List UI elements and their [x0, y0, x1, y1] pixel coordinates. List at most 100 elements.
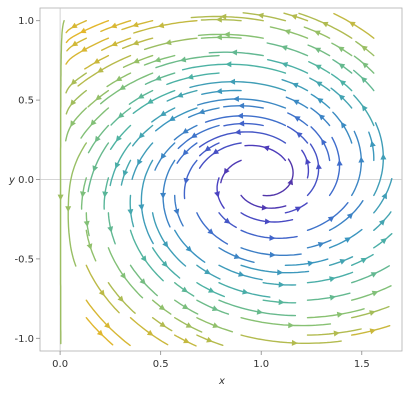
- streamline-arrow-154: [212, 148, 220, 155]
- streamline-arrow-144: [237, 112, 244, 119]
- streamline-85: [267, 59, 309, 74]
- y-tick-label: 0.0: [18, 175, 34, 186]
- streamline-148: [240, 229, 298, 240]
- streamline-arrow-101: [176, 92, 184, 98]
- streamline-arrow-82: [140, 255, 147, 262]
- streamline-arrow-57: [182, 303, 189, 310]
- streamline-arrow-7: [80, 46, 88, 52]
- y-tick-label: 0.5: [18, 96, 34, 107]
- streamline-162: [262, 158, 294, 197]
- streamline-arrow-76: [181, 286, 188, 293]
- streamline-arrow-45: [337, 46, 345, 53]
- streamline-arrow-4: [71, 40, 79, 47]
- x-tick-label: 0.5: [153, 359, 169, 370]
- streamline-arrow-123: [340, 121, 347, 129]
- streamline-arrow-79: [278, 299, 285, 306]
- streamline-arrow-56: [120, 272, 126, 280]
- streamline-8: [85, 299, 131, 347]
- streamline-arrow-136: [173, 208, 180, 216]
- streamline-arrow-58: [80, 191, 86, 198]
- x-tick-label: 1.0: [253, 359, 269, 370]
- streamline-arrow-67: [154, 75, 162, 81]
- streamline-arrow-107: [292, 82, 299, 89]
- streamline-arrow-33: [70, 120, 76, 127]
- streamline-arrow-115: [215, 88, 223, 95]
- streamline-arrow-161: [261, 204, 268, 211]
- streamline-29: [190, 15, 264, 22]
- streamline-arrow-141: [182, 149, 189, 156]
- streamline-140: [306, 202, 349, 231]
- streamline-arrow-75: [231, 49, 238, 56]
- streamline-arrow-2: [70, 22, 78, 29]
- streamline-arrow-151: [223, 217, 231, 224]
- streamline-113: [189, 81, 287, 92]
- streamline-arrow-106: [159, 110, 167, 117]
- streamline-63: [196, 299, 230, 315]
- streamline-arrow-130: [346, 212, 354, 220]
- streamline-arrow-30: [321, 21, 329, 28]
- streamline-arrow-103: [138, 132, 145, 139]
- streamline-arrow-65: [179, 56, 187, 63]
- streamline-13: [129, 317, 169, 346]
- streamline-arrow-72: [117, 112, 125, 119]
- streamline-3: [65, 20, 110, 44]
- streamline-arrow-20: [206, 336, 213, 343]
- streamline-arrow-25: [257, 12, 264, 19]
- streamline-arrow-5: [96, 329, 104, 337]
- y-axis-label: y: [8, 175, 16, 186]
- streamline-arrow-127: [160, 152, 167, 160]
- streamline-arrow-17: [157, 22, 165, 29]
- streamline-arrow-96: [127, 209, 134, 216]
- streamline-arrow-35: [361, 45, 368, 52]
- streamline-arrow-60: [314, 47, 322, 54]
- streamline-arrow-113: [229, 78, 236, 85]
- streamline-16: [333, 12, 375, 39]
- streamline-arrow-104: [338, 94, 346, 101]
- streamline-arrow-148: [269, 234, 276, 241]
- streamline-arrow-116: [316, 97, 324, 104]
- streamline-arrow-100: [378, 219, 386, 226]
- streamline-arrow-51: [223, 31, 230, 38]
- streamline-19: [65, 89, 87, 115]
- streamline-arrow-27: [215, 16, 222, 23]
- streamline-arrow-84: [339, 80, 347, 87]
- streamline-arrow-160: [223, 167, 230, 175]
- streamline-119: [155, 107, 198, 132]
- streamline-arrow-38: [165, 39, 172, 46]
- streamline-arrow-109: [137, 158, 143, 166]
- streamline-56: [107, 247, 144, 299]
- streamline-arrow-132: [232, 95, 239, 102]
- streamline-94: [181, 63, 287, 74]
- streamline-arrow-108: [381, 192, 387, 200]
- streamline-arrow-145: [336, 159, 343, 166]
- streamline-arrow-3: [79, 27, 87, 34]
- streamline-arrow-61: [139, 278, 146, 285]
- x-tick-label: 1.5: [354, 359, 370, 370]
- x-axis-ticks: 0.0 0.5 1.0 1.5: [52, 351, 370, 370]
- streamline-arrow-6: [110, 22, 118, 29]
- streamline-154: [198, 142, 242, 169]
- streamline-arrow-85: [281, 62, 289, 68]
- y-axis-ticks: -1.0 -0.5 0.0 0.5 1.0: [14, 16, 40, 345]
- streamline-arrow-146: [183, 177, 190, 185]
- streamline-arrow-128: [318, 114, 326, 121]
- streamline-arrow-11: [70, 78, 78, 86]
- streamline-arrow-44: [284, 29, 291, 35]
- streamline-157: [301, 149, 310, 179]
- streamline-arrow-135: [160, 192, 167, 199]
- streamline-arrow-42: [86, 243, 93, 250]
- streamline-59: [100, 72, 154, 105]
- streamline-47: [306, 308, 365, 319]
- streamline-arrow-49: [83, 220, 90, 228]
- streamline-arrow-12: [93, 58, 101, 64]
- streamline-arrow-16: [349, 21, 356, 28]
- x-axis-label: x: [218, 376, 225, 387]
- streamline-139: [177, 124, 220, 150]
- streamline-arrow-89: [187, 73, 194, 80]
- streamline-arrow-120: [277, 269, 284, 276]
- streamline-arrow-46: [65, 206, 72, 213]
- streamline-arrow-29: [220, 13, 227, 20]
- streamline-arrow-53: [90, 119, 97, 126]
- streamline-arrow-143: [321, 138, 327, 146]
- streamline-arrow-138: [293, 116, 301, 122]
